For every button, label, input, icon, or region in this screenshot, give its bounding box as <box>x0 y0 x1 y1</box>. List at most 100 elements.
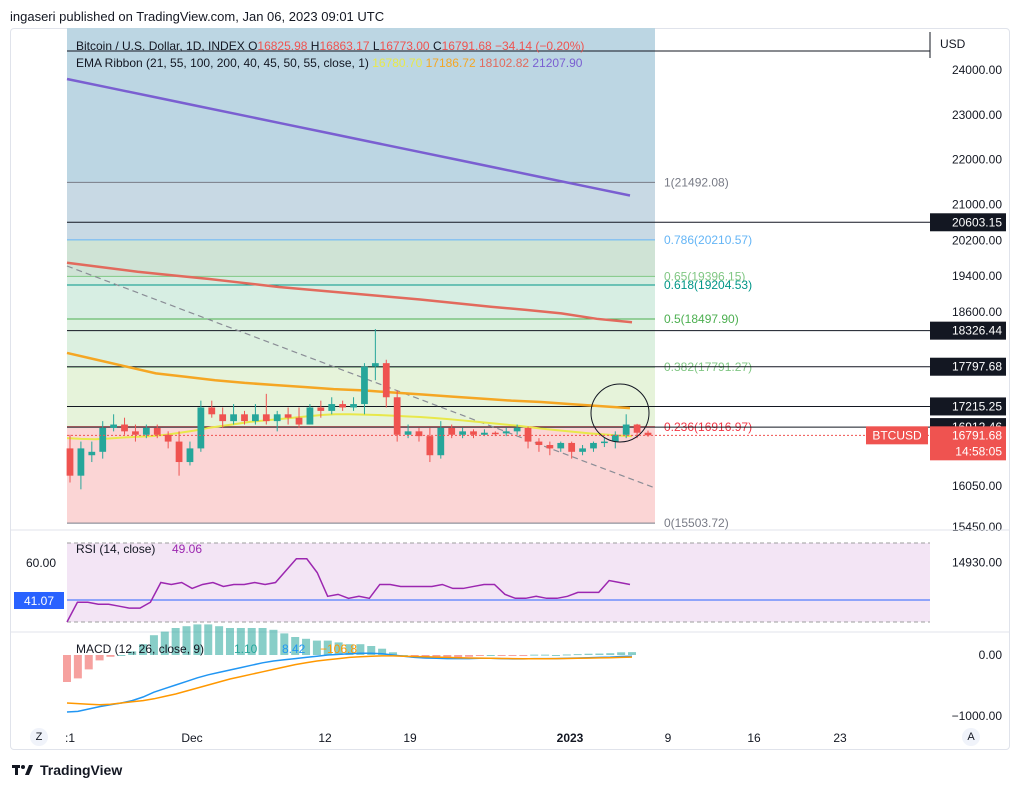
candle-body <box>164 434 172 442</box>
macd-histogram-bar <box>280 633 289 655</box>
macd-histogram-bar <box>475 655 484 656</box>
ema100-line <box>66 261 633 324</box>
macd-histogram-bar <box>117 655 126 656</box>
footer-brand[interactable]: TradingView <box>40 762 123 778</box>
macd-histogram-bar <box>193 624 202 655</box>
candle-body <box>328 404 336 411</box>
ema55-line <box>66 351 631 410</box>
candle-body <box>611 434 619 442</box>
candle-body <box>393 397 401 435</box>
macd-axis-label: 0.00 <box>979 648 1003 662</box>
macd-histogram-bar <box>247 628 256 655</box>
candle-body <box>568 442 576 452</box>
price-axis-label: 23000.00 <box>952 108 1002 122</box>
candle-body <box>590 442 597 449</box>
macd-histogram-bar <box>95 655 104 661</box>
macd-histogram-bar <box>573 654 582 656</box>
price-axis-label: 19400.00 <box>952 269 1002 283</box>
candle-body <box>448 427 456 435</box>
rsi-value: 49.06 <box>172 542 202 556</box>
candle-body <box>491 432 499 435</box>
legend-ema: EMA Ribbon (21, 55, 100, 200, 40, 45, 50… <box>76 56 583 70</box>
btc-countdown-label: 14:58:05 <box>955 444 1002 458</box>
candle-body <box>426 436 434 456</box>
candle-body <box>622 424 630 435</box>
price-tag-label: 17215.25 <box>952 399 1002 413</box>
macd-histogram-bar <box>606 653 615 655</box>
candle-body <box>132 431 139 435</box>
candle-body <box>142 427 150 435</box>
footer: TradingView <box>12 762 122 778</box>
candle-body <box>317 407 325 411</box>
btc-price-label: 16791.68 <box>952 428 1002 442</box>
macd-histogram-bar <box>595 653 604 655</box>
macd-histogram-bar <box>497 655 506 656</box>
price-tag-label: 18326.44 <box>952 324 1002 338</box>
time-axis-label: 9 <box>665 731 672 745</box>
macd-histogram-bar <box>486 655 495 656</box>
candle-body <box>153 427 161 435</box>
macd-histogram-bar <box>204 624 213 655</box>
ema200-line <box>66 77 631 197</box>
macd-line <box>66 652 633 713</box>
candle-body <box>186 448 194 463</box>
macd-histogram-bar <box>139 644 148 655</box>
price-axis-label: 21000.00 <box>952 197 1002 211</box>
price-axis-label: 22000.00 <box>952 153 1002 167</box>
macd-histogram-bar <box>541 654 550 656</box>
candle-body <box>502 431 510 434</box>
zoom-z-button[interactable]: Z <box>30 728 48 746</box>
price-tag-box <box>930 321 1006 340</box>
btc-name-tag <box>866 426 928 445</box>
candle-body <box>219 414 227 422</box>
candle-body <box>579 448 586 452</box>
macd-histogram-bar <box>269 629 278 655</box>
trendline-dashed <box>66 265 656 489</box>
macd-histogram-bar <box>302 638 311 655</box>
candle-body <box>77 448 85 476</box>
fib-label: 0.786(20210.57) <box>664 233 752 247</box>
macd-histogram-bar <box>225 628 234 655</box>
macd-histogram-bar <box>149 635 158 655</box>
fib-zone <box>67 276 655 285</box>
macd-histogram-bar <box>215 626 224 655</box>
candle-body <box>513 427 521 432</box>
macd-histogram-bar <box>323 640 332 655</box>
candle-body <box>295 417 303 425</box>
candle-body <box>470 431 477 435</box>
macd-axis-label: −1000.00 <box>952 709 1003 723</box>
candle-body <box>481 432 488 435</box>
candle-body <box>208 407 216 415</box>
currency-label: USD <box>940 37 966 51</box>
time-axis-label: 2023 <box>557 731 584 745</box>
autoscale-a-button[interactable]: A <box>962 728 980 746</box>
price-axis-label: 16050.00 <box>952 479 1002 493</box>
candle-body <box>415 431 423 437</box>
macd-histogram-bar <box>106 655 115 657</box>
fib-zone <box>67 367 655 427</box>
macd-histogram-bar <box>160 631 169 655</box>
candle-body <box>339 404 347 408</box>
price-tag-label: 20603.15 <box>952 215 1002 229</box>
candle-body <box>361 366 368 405</box>
candle-body <box>252 414 259 422</box>
macd-label: MACD (12, 26, close, 9) <box>76 642 204 656</box>
fib-zone <box>67 239 655 277</box>
macd-histogram-bar <box>628 652 636 655</box>
price-axis-label: 24000.00 <box>952 63 1002 77</box>
candle-body <box>230 414 237 422</box>
macd-histogram-bar <box>367 646 376 655</box>
time-axis-label: :1 <box>65 731 75 745</box>
macd-histogram-bar <box>378 648 387 655</box>
candle-body <box>66 448 74 476</box>
highlight-circle <box>590 383 650 443</box>
macd-histogram-bar <box>508 655 517 656</box>
fib-zone <box>67 426 655 524</box>
ema21-line <box>66 413 633 441</box>
macd-histogram-bar <box>454 655 463 658</box>
candle-body <box>437 427 445 456</box>
macd-histogram-bar <box>584 653 593 655</box>
macd-histogram-bar <box>73 655 82 679</box>
btc-price-tag <box>930 426 1006 461</box>
